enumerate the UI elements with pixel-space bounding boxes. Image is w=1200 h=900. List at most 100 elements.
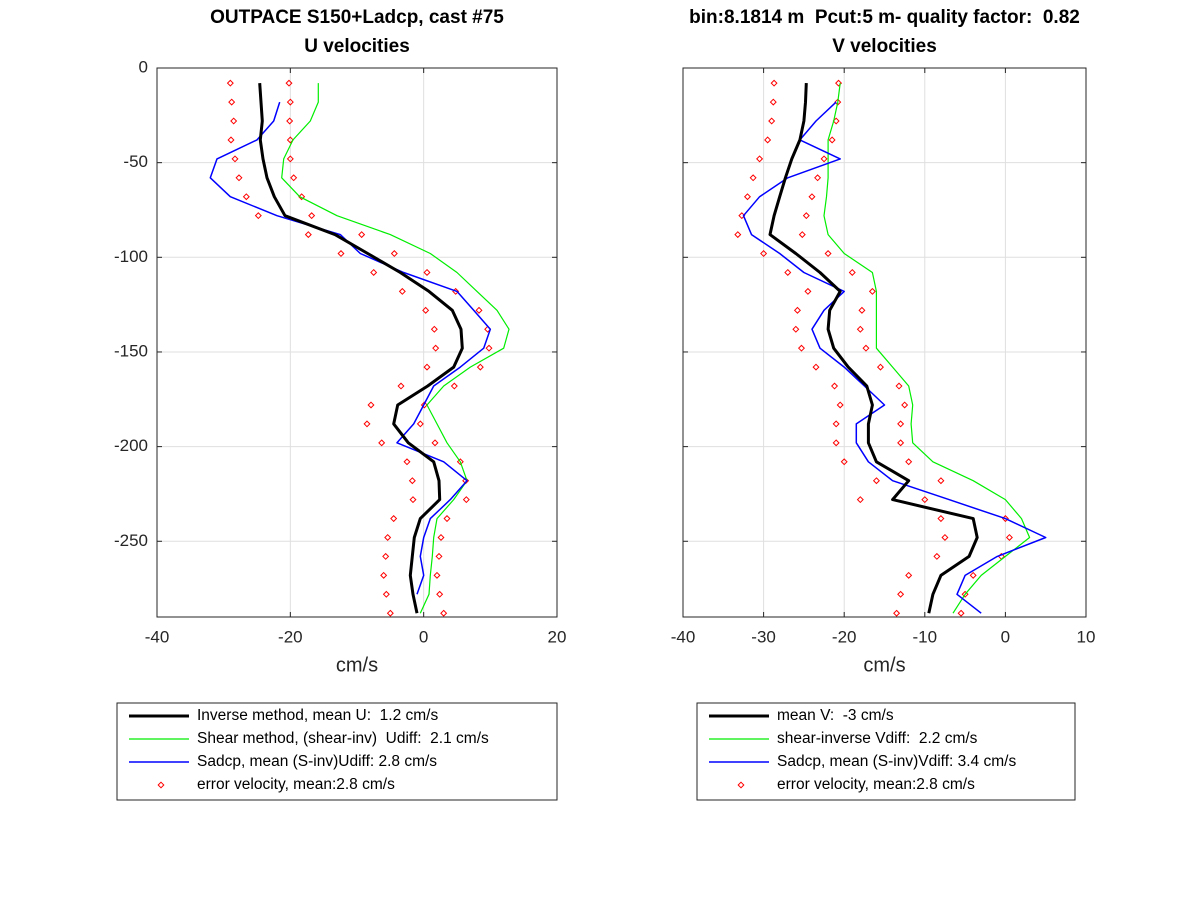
plot-area (157, 68, 557, 617)
legend-marker (157, 781, 165, 789)
error-point (382, 552, 390, 560)
error-point (840, 458, 848, 466)
error-point (231, 155, 239, 163)
error-point (227, 136, 235, 144)
error-point (897, 420, 905, 428)
error-point (897, 590, 905, 598)
error-point (792, 325, 800, 333)
x-tick-label: -10 (913, 627, 938, 646)
x-tick-label: 10 (1077, 627, 1096, 646)
error-point (828, 136, 836, 144)
y-tick-label: 0 (139, 57, 148, 76)
error-point (450, 382, 458, 390)
error-point (760, 250, 768, 258)
error-point (734, 231, 742, 239)
error-point (416, 420, 424, 428)
error-point (423, 363, 431, 371)
error-point (286, 98, 294, 106)
error-point (793, 306, 801, 314)
error-point (286, 155, 294, 163)
legend-label: Sadcp, mean (S-inv)Udiff: 2.8 cm/s (197, 753, 437, 770)
legend-box (696, 702, 1076, 801)
error-point (485, 344, 493, 352)
error-point (254, 212, 262, 220)
error-point (895, 382, 903, 390)
error-point (298, 193, 306, 201)
x-axis-label: cm/s (863, 654, 905, 676)
error-point (897, 439, 905, 447)
error-point (868, 287, 876, 295)
error-point (409, 496, 417, 504)
error-point (933, 552, 941, 560)
error-point (440, 609, 448, 617)
error-point (235, 174, 243, 182)
error-point (858, 306, 866, 314)
error-point (1005, 533, 1013, 541)
axes-frame (682, 67, 1087, 618)
error-point (436, 590, 444, 598)
x-tick-label: -20 (832, 627, 857, 646)
error-point (433, 571, 441, 579)
error-point (358, 231, 366, 239)
error-point (832, 420, 840, 428)
error-point (337, 250, 345, 258)
x-axis-label: cm/s (336, 654, 378, 676)
error-point (804, 287, 812, 295)
axes: bin:8.1814 m Pcut:5 m- quality factor: 0… (671, 7, 1096, 676)
profile-line (209, 101, 492, 595)
error-point (756, 155, 764, 163)
plot-marks (209, 79, 510, 617)
error-point (856, 325, 864, 333)
error-point (768, 117, 776, 125)
error-point (937, 477, 945, 485)
error-point (824, 250, 832, 258)
legend-label: error velocity, mean:2.8 cm/s (777, 776, 975, 793)
error-point (872, 477, 880, 485)
legend-label: mean V: -3 cm/s (777, 707, 894, 724)
error-point (370, 268, 378, 276)
error-point (770, 79, 778, 87)
legend-label: error velocity, mean:2.8 cm/s (197, 776, 395, 793)
error-point (961, 590, 969, 598)
x-tick-label: 0 (1001, 627, 1010, 646)
error-point (905, 571, 913, 579)
error-point (285, 79, 293, 87)
profile-line (742, 101, 1047, 614)
error-point (812, 363, 820, 371)
legend: mean V: -3 cm/s shear-inverse Vdiff: 2.2 … (696, 702, 1076, 801)
error-point (430, 325, 438, 333)
legend-marker (737, 781, 745, 789)
profile-line (768, 83, 979, 614)
plot-area (683, 68, 1086, 617)
error-point (380, 571, 388, 579)
error-point (798, 231, 806, 239)
profile-line (823, 83, 1031, 614)
error-point (937, 515, 945, 523)
y-tick-label: -200 (114, 436, 148, 455)
legend-label: shear-inverse Vdiff: 2.2 cm/s (777, 730, 978, 747)
error-point (367, 401, 375, 409)
error-point (390, 250, 398, 258)
error-point (769, 98, 777, 106)
error-point (743, 193, 751, 201)
chart-title: bin:8.1814 m Pcut:5 m- quality factor: 0… (689, 7, 1080, 28)
error-point (397, 382, 405, 390)
error-point (286, 136, 294, 144)
profile-line (258, 82, 464, 614)
error-point (921, 496, 929, 504)
y-tick-label: -250 (114, 531, 148, 550)
chart-subtitle: U velocities (304, 36, 410, 57)
error-point (835, 79, 843, 87)
error-point (941, 533, 949, 541)
plot-marks (734, 79, 1047, 617)
error-point (802, 212, 810, 220)
error-point (431, 439, 439, 447)
error-point (832, 439, 840, 447)
error-point (286, 117, 294, 125)
error-point (226, 79, 234, 87)
error-point (443, 515, 451, 523)
error-point (797, 344, 805, 352)
error-point (893, 609, 901, 617)
x-tick-label: -40 (145, 627, 170, 646)
